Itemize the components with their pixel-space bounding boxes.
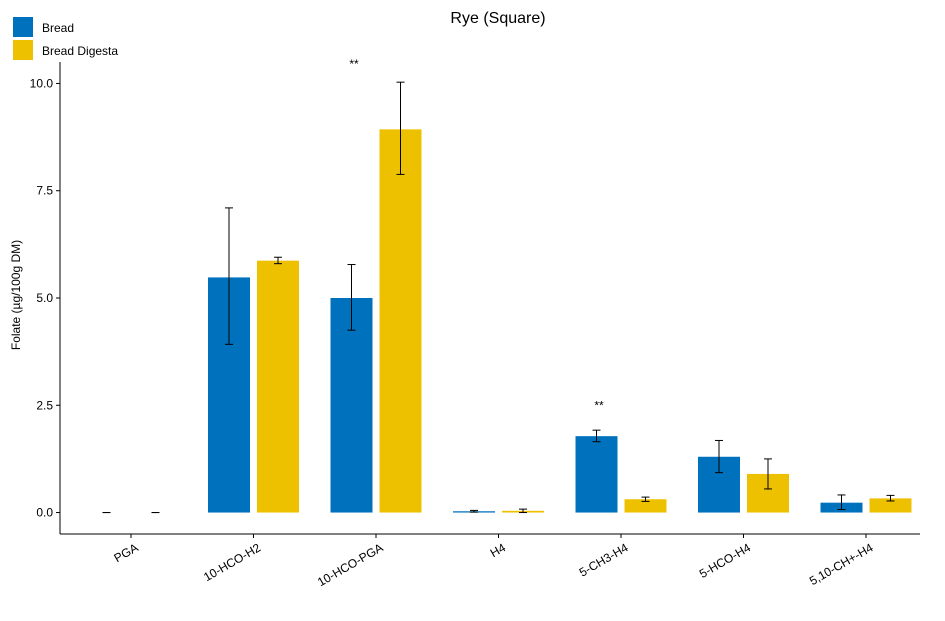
bar: [257, 260, 299, 513]
x-tick-label: 10-HCO-PGA: [315, 540, 386, 589]
x-tick-label: 10-HCO-H2: [201, 540, 263, 584]
legend-swatch-bread: [13, 17, 33, 37]
y-tick-label: 2.5: [36, 398, 53, 412]
x-tick-label: H4: [488, 540, 509, 560]
chart-title: Rye (Square): [450, 10, 545, 27]
bar: [379, 129, 422, 513]
significance-marker: **: [349, 57, 359, 71]
y-tick-label: 7.5: [36, 184, 53, 198]
x-tick-label: 5-HCO-H4: [697, 540, 753, 581]
bar: [575, 436, 618, 513]
y-axis-label: Folate (µg/100g DM): [9, 240, 23, 350]
y-tick-label: 0.0: [36, 506, 53, 520]
x-tick-label: PGA: [112, 540, 141, 565]
x-tick-label: 5-CH3-H4: [577, 540, 631, 579]
legend-label-bread: Bread: [42, 21, 74, 35]
significance-marker: **: [594, 398, 604, 412]
bar: [330, 298, 373, 513]
y-tick-label: 10.0: [30, 76, 54, 90]
bar: [624, 499, 667, 513]
plot-area: 0.0 2.5 5.0 7.5 10.0 PGA 10-HCO-H2 10-HCO-PGA H4…: [30, 57, 920, 589]
legend: Bread Bread Digesta: [13, 17, 118, 60]
legend-swatch-bread-digesta: [13, 40, 33, 60]
bar: [869, 498, 912, 513]
legend-label-bread-digesta: Bread Digesta: [42, 44, 118, 58]
x-tick-label: 5,10-CH+-H4: [807, 540, 876, 588]
y-tick-label: 5.0: [36, 291, 53, 305]
